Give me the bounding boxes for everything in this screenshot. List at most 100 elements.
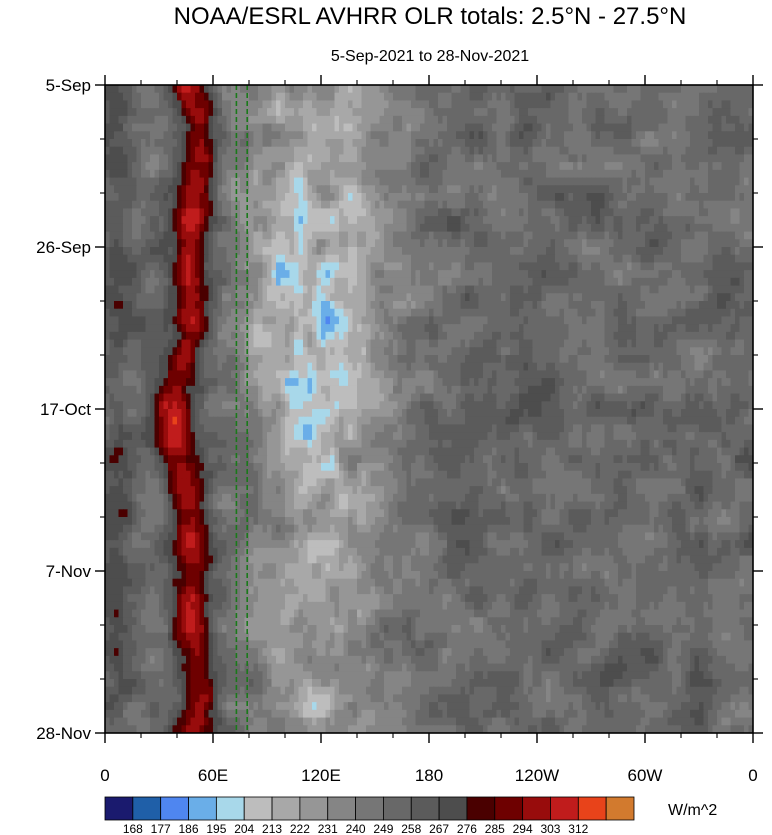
field-cell — [222, 193, 228, 202]
field-cell — [541, 115, 547, 125]
field-cell — [744, 123, 750, 132]
field-cell — [541, 239, 547, 248]
field-cell — [379, 216, 385, 225]
field-cell — [487, 92, 493, 102]
field-cell — [654, 100, 660, 109]
field-cell — [244, 231, 250, 240]
field-cell — [285, 162, 291, 171]
field-cell — [658, 146, 664, 156]
field-cell — [519, 301, 525, 310]
field-cell — [127, 154, 133, 163]
field-cell — [730, 216, 736, 225]
field-cell — [573, 231, 579, 240]
field-cell — [591, 254, 597, 264]
field-cell — [388, 331, 394, 341]
field-cell — [492, 331, 498, 341]
field-cell — [226, 254, 232, 264]
field-cell — [289, 108, 295, 117]
field-cell — [123, 262, 129, 271]
field-cell — [258, 285, 264, 294]
field-cell — [213, 169, 219, 179]
field-cell — [312, 262, 318, 271]
field-cell — [330, 85, 336, 94]
field-cell — [118, 277, 124, 287]
field-cell — [685, 193, 691, 202]
field-cell — [384, 339, 390, 348]
field-cell — [645, 123, 651, 132]
field-cell — [496, 331, 502, 341]
field-cell — [703, 185, 709, 194]
field-cell — [249, 285, 255, 294]
field-cell — [330, 177, 336, 186]
field-cell — [487, 131, 493, 140]
field-cell — [276, 177, 282, 186]
field-cell — [276, 331, 282, 341]
field-cell — [240, 308, 246, 318]
field-cell — [505, 223, 511, 233]
field-cell — [199, 139, 205, 148]
field-cell — [240, 185, 246, 194]
field-cell — [118, 208, 124, 217]
field-cell — [190, 339, 196, 348]
field-cell — [658, 131, 664, 140]
field-cell — [672, 293, 678, 302]
field-cell — [258, 339, 264, 348]
field-cell — [303, 293, 309, 302]
field-cell — [726, 270, 732, 279]
field-cell — [748, 216, 753, 225]
field-cell — [717, 254, 723, 264]
field-cell — [190, 231, 196, 240]
field-cell — [123, 193, 129, 202]
field-cell — [199, 262, 205, 271]
field-cell — [627, 162, 633, 171]
field-cell — [613, 177, 619, 186]
field-cell — [406, 154, 412, 163]
field-cell — [532, 100, 538, 109]
field-cell — [510, 92, 516, 102]
field-cell — [271, 277, 277, 287]
field-cell — [586, 254, 592, 264]
field-cell — [339, 324, 345, 333]
field-cell — [528, 239, 534, 248]
field-cell — [708, 339, 714, 348]
field-cell — [181, 154, 187, 163]
field-cell — [447, 331, 453, 341]
field-cell — [258, 185, 264, 194]
field-cell — [645, 100, 651, 109]
field-cell — [226, 231, 232, 240]
field-cell — [397, 339, 403, 348]
field-cell — [177, 123, 183, 132]
field-cell — [663, 324, 669, 333]
field-cell — [631, 293, 637, 302]
field-cell — [177, 193, 183, 202]
field-cell — [307, 277, 313, 287]
field-cell — [532, 301, 538, 310]
field-cell — [703, 239, 709, 248]
field-cell — [375, 270, 381, 279]
field-cell — [721, 100, 727, 109]
field-cell — [681, 301, 687, 310]
field-cell — [307, 200, 313, 210]
field-cell — [141, 146, 147, 156]
field-cell — [537, 247, 543, 256]
field-cell — [744, 239, 750, 248]
field-cell — [469, 185, 475, 194]
field-cell — [393, 185, 399, 194]
field-cell — [366, 193, 372, 202]
field-cell — [361, 123, 367, 132]
field-cell — [136, 254, 142, 264]
field-cell — [316, 262, 322, 271]
field-cell — [361, 223, 367, 233]
field-cell — [163, 331, 169, 341]
field-cell — [109, 177, 115, 186]
field-cell — [136, 131, 142, 140]
field-cell — [429, 169, 435, 179]
field-cell — [159, 347, 165, 356]
field-cell — [168, 154, 174, 163]
field-cell — [402, 347, 408, 356]
field-cell — [744, 177, 750, 186]
field-cell — [573, 316, 579, 325]
field-cell — [127, 108, 133, 117]
field-cell — [199, 308, 205, 318]
field-cell — [537, 208, 543, 217]
